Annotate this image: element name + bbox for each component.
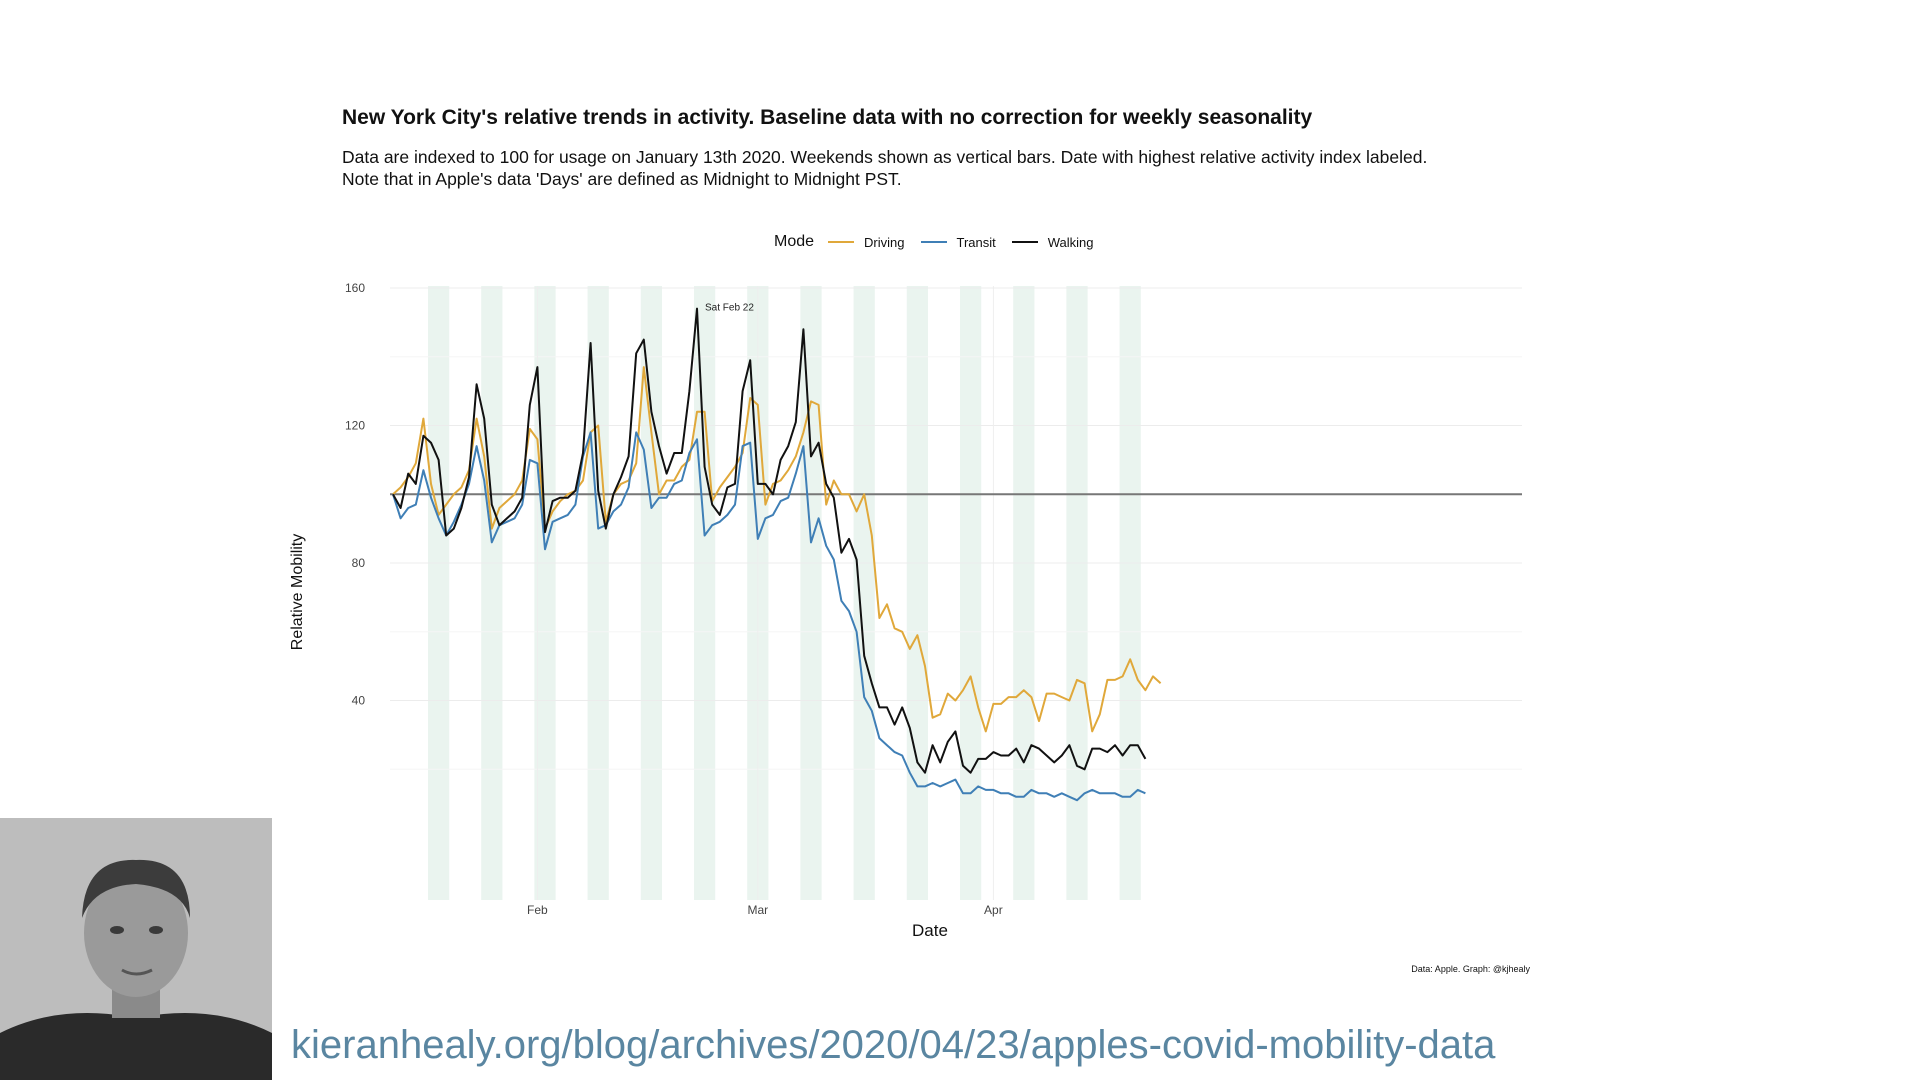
speaker-photo [0, 818, 272, 1080]
series-line-walking [392, 307, 1147, 774]
subtitle-line-1: Data are indexed to 100 for usage on Jan… [342, 147, 1428, 167]
subtitle-line-2: Note that in Apple's data 'Days' are def… [342, 169, 902, 189]
legend-swatch-driving [828, 241, 855, 243]
legend-item-driving: Driving [828, 234, 905, 250]
chart-subtitle: Data are indexed to 100 for usage on Jan… [342, 146, 1562, 190]
weekend-bar [1066, 286, 1088, 900]
legend-label-driving: Driving [864, 234, 905, 250]
weekend-bar [481, 286, 503, 900]
y-tick-label: 160 [345, 281, 365, 295]
y-tick-label: 120 [345, 419, 365, 433]
legend-item-transit: Transit [920, 234, 996, 250]
weekend-bar [1013, 286, 1035, 900]
y-axis-title: Relative Mobility [289, 534, 306, 650]
series-line-transit [392, 431, 1146, 802]
legend-swatch-transit [920, 241, 947, 243]
portrait-image [0, 818, 272, 1080]
weekend-bar [1119, 286, 1141, 900]
peak-annotation: Sat Feb 22 [705, 303, 754, 314]
weekend-bar [428, 286, 450, 900]
weekend-bar [694, 286, 716, 900]
weekend-bar [640, 286, 662, 900]
y-tick-label: 40 [352, 694, 366, 708]
x-tick-label: Mar [747, 903, 768, 917]
weekend-bar [800, 286, 822, 900]
series-line-driving [392, 366, 1162, 733]
x-axis-title: Date [912, 921, 948, 940]
legend-label-walking: Walking [1047, 234, 1094, 250]
x-tick-label: Apr [984, 903, 1003, 917]
y-tick-label: 80 [352, 556, 366, 570]
legend: Mode Driving Transit Walking [774, 233, 1110, 251]
legend-swatch-walking [1011, 241, 1038, 243]
legend-label-transit: Transit [956, 234, 996, 250]
weekend-bar [853, 286, 875, 900]
legend-title: Mode [774, 233, 815, 250]
weekend-bar [906, 286, 928, 900]
x-tick-label: Feb [527, 903, 548, 917]
chart-caption: Data: Apple. Graph: @kjhealy [1411, 964, 1530, 974]
legend-item-walking: Walking [1011, 234, 1094, 250]
weekend-bar [587, 286, 609, 900]
chart-title: New York City's relative trends in activ… [342, 106, 1313, 129]
weekend-bar [534, 286, 556, 900]
blog-url[interactable]: kieranhealy.org/blog/archives/2020/04/23… [291, 1023, 1496, 1067]
weekend-bar [960, 286, 982, 900]
